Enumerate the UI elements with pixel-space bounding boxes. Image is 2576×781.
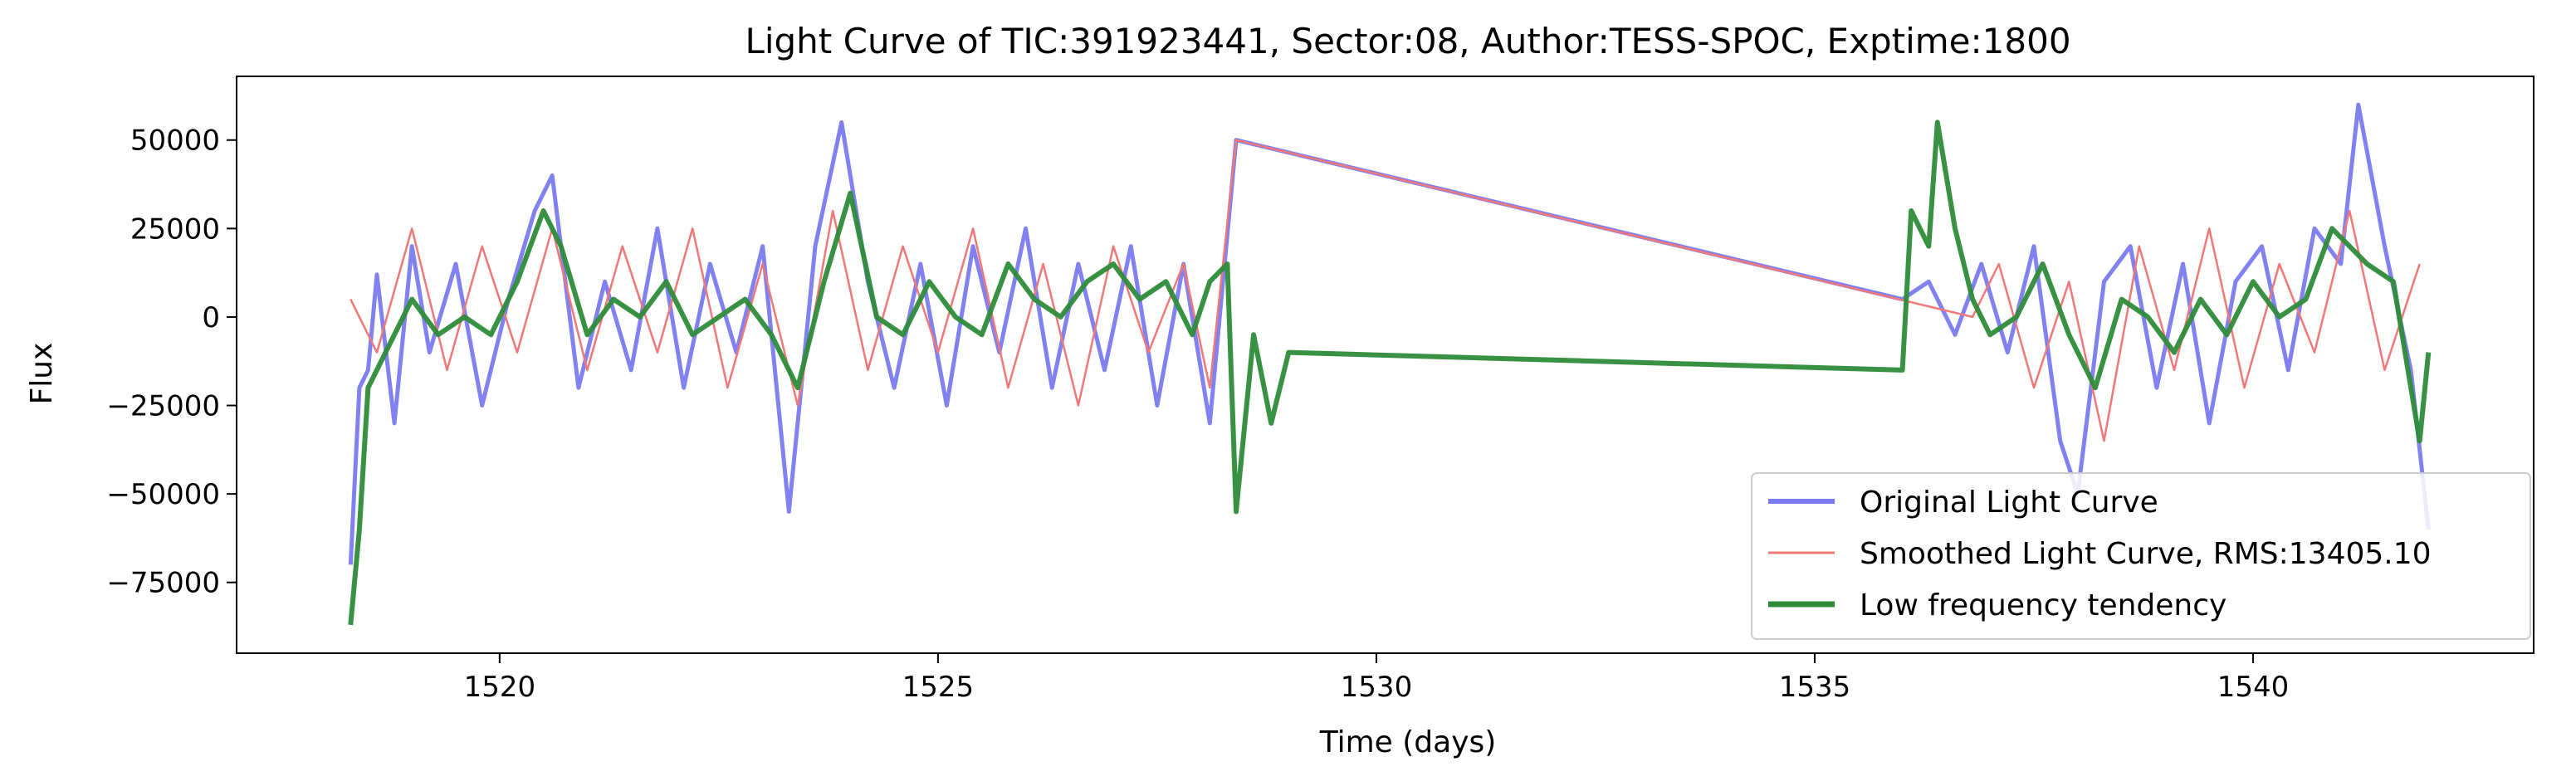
y-tick-label: 25000	[130, 212, 220, 246]
y-axis: 50000 25000 0 −25000 −50000 −75000	[106, 124, 237, 600]
legend-box	[1751, 472, 2531, 640]
y-tick-label: 0	[202, 301, 220, 334]
x-tick-label: 1540	[2217, 671, 2290, 704]
legend-label-tendency: Low frequency tendency	[1860, 588, 2227, 622]
x-tick-label: 1520	[464, 671, 536, 704]
y-axis-label: Flux	[25, 343, 59, 405]
series-line-smoothed	[349, 139, 2421, 442]
legend: Original Light Curve Smoothed Light Curv…	[1751, 472, 2531, 640]
y-tick-label: −75000	[106, 567, 220, 600]
x-axis: 1520 1525 1530 1535 1540	[464, 653, 2290, 704]
y-tick-label: −50000	[106, 478, 220, 511]
y-tick-label: −25000	[106, 390, 220, 423]
series-layer	[348, 102, 2432, 626]
plot-area	[236, 76, 2534, 654]
x-tick-label: 1525	[902, 671, 975, 704]
legend-label-smoothed: Smoothed Light Curve, RMS:13405.10	[1860, 537, 2432, 571]
y-tick-label: 50000	[130, 124, 220, 158]
legend-label-original: Original Light Curve	[1860, 486, 2158, 520]
series-line-tendency	[348, 120, 2432, 626]
x-tick-label: 1530	[1341, 671, 1413, 704]
chart-title: Light Curve of TIC:391923441, Sector:08,…	[745, 21, 2070, 61]
x-axis-label: Time (days)	[1319, 725, 1497, 759]
series-line-original	[348, 102, 2431, 565]
x-tick-label: 1535	[1779, 671, 1851, 704]
